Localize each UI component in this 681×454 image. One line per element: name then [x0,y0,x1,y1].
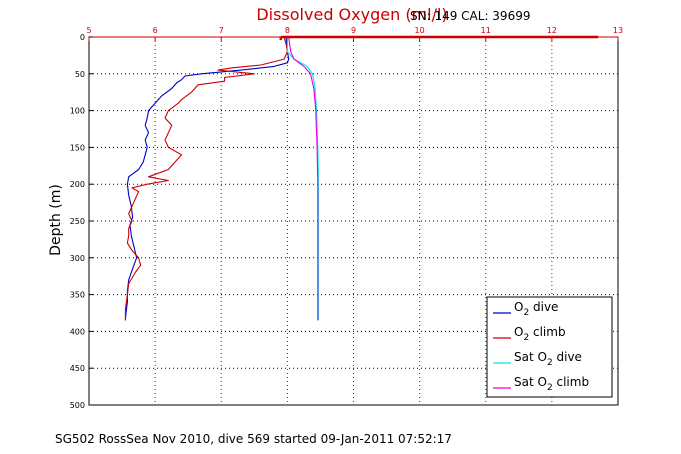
y-tick-label: 300 [70,254,85,263]
y-tick-label: 100 [70,107,85,116]
x-tick-label: 7 [219,26,224,35]
x-tick-label: 13 [613,26,623,35]
legend-label: O2 climb [514,325,566,343]
x-tick-label: 12 [547,26,557,35]
y-tick-label: 450 [70,364,85,373]
series-line-2 [124,36,288,321]
y-tick-label: 200 [70,180,85,189]
sensor-info-label: SN: 149 CAL: 39699 [410,9,530,23]
series-line-4 [288,36,319,321]
legend-label: Sat O2 climb [514,375,589,393]
series-line-3 [286,37,320,321]
y-axis-label: Depth (m) [48,184,64,256]
left-y-axis: 0 50 100 150 200 250 300 350 400 450 500 [70,33,93,410]
x-tick-label: 5 [86,26,91,35]
x-tick-label: 6 [153,26,158,35]
y-tick-label: 250 [70,217,85,226]
x-tick-label: 11 [481,26,491,35]
y-tick-label: 350 [70,291,85,300]
chart-footer: SG502 RossSea Nov 2010, dive 569 started… [55,432,452,446]
series-line-1 [124,36,290,321]
y-tick-label: 0 [80,33,85,42]
legend: O2 dive O2 climb Sat O2 dive Sat O2 climb [486,296,613,398]
x-tick-label: 9 [351,26,356,35]
x-tick-label: 10 [415,26,425,35]
series-layer [124,35,599,321]
x-tick-label: 8 [285,26,290,35]
chart-title: Dissolved Oxygen (ml/l) [256,5,447,24]
legend-box [486,296,613,398]
legend-label: O2 dive [514,300,558,318]
y-tick-label: 400 [70,327,85,336]
legend-label: Sat O2 dive [514,350,582,368]
top-x-axis: 5 6 7 8 9 10 11 12 13 [86,26,623,41]
y-tick-label: 50 [75,70,85,79]
y-tick-label: 500 [70,401,85,410]
y-tick-label: 150 [70,143,85,152]
